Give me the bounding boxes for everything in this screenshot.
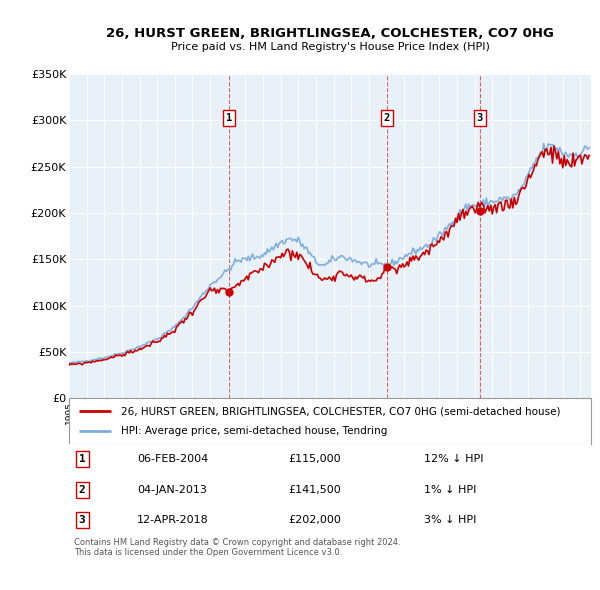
Text: HPI: Average price, semi-detached house, Tendring: HPI: Average price, semi-detached house,… — [121, 427, 388, 437]
Text: £115,000: £115,000 — [288, 454, 341, 464]
Text: £202,000: £202,000 — [288, 515, 341, 525]
Text: 2: 2 — [383, 113, 390, 123]
Text: 3: 3 — [476, 113, 483, 123]
Text: 1: 1 — [79, 454, 85, 464]
Text: 3: 3 — [79, 515, 85, 525]
Text: 26, HURST GREEN, BRIGHTLINGSEA, COLCHESTER, CO7 0HG (semi-detached house): 26, HURST GREEN, BRIGHTLINGSEA, COLCHEST… — [121, 407, 561, 417]
Text: 12% ↓ HPI: 12% ↓ HPI — [424, 454, 484, 464]
Text: 2: 2 — [79, 485, 85, 495]
Text: 04-JAN-2013: 04-JAN-2013 — [137, 485, 207, 495]
Text: 26, HURST GREEN, BRIGHTLINGSEA, COLCHESTER, CO7 0HG: 26, HURST GREEN, BRIGHTLINGSEA, COLCHEST… — [106, 27, 554, 40]
Text: Contains HM Land Registry data © Crown copyright and database right 2024.
This d: Contains HM Land Registry data © Crown c… — [74, 537, 401, 557]
Text: 1: 1 — [226, 113, 232, 123]
Text: Price paid vs. HM Land Registry's House Price Index (HPI): Price paid vs. HM Land Registry's House … — [170, 42, 490, 53]
Text: 3% ↓ HPI: 3% ↓ HPI — [424, 515, 476, 525]
Text: 1% ↓ HPI: 1% ↓ HPI — [424, 485, 476, 495]
Text: £141,500: £141,500 — [288, 485, 341, 495]
Text: 06-FEB-2004: 06-FEB-2004 — [137, 454, 208, 464]
Text: 12-APR-2018: 12-APR-2018 — [137, 515, 209, 525]
